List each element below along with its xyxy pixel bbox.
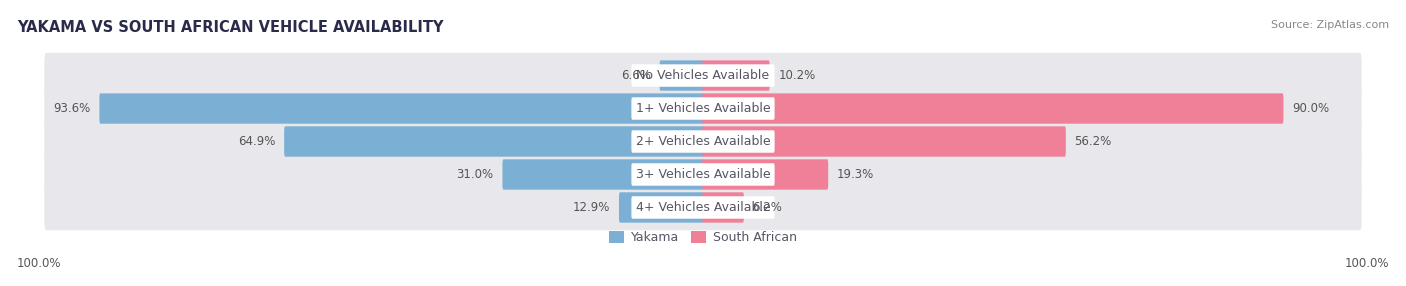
FancyBboxPatch shape xyxy=(284,126,704,157)
Text: 19.3%: 19.3% xyxy=(837,168,875,181)
Legend: Yakama, South African: Yakama, South African xyxy=(609,231,797,244)
FancyBboxPatch shape xyxy=(702,126,1066,157)
Text: No Vehicles Available: No Vehicles Available xyxy=(637,69,769,82)
Text: 56.2%: 56.2% xyxy=(1074,135,1112,148)
FancyBboxPatch shape xyxy=(45,86,1361,131)
Text: 6.6%: 6.6% xyxy=(621,69,651,82)
FancyBboxPatch shape xyxy=(631,163,775,186)
FancyBboxPatch shape xyxy=(45,152,1361,197)
Text: 12.9%: 12.9% xyxy=(572,201,610,214)
FancyBboxPatch shape xyxy=(631,130,775,153)
FancyBboxPatch shape xyxy=(702,159,828,190)
FancyBboxPatch shape xyxy=(702,93,1284,124)
Text: 6.2%: 6.2% xyxy=(752,201,783,214)
FancyBboxPatch shape xyxy=(702,60,769,91)
Text: 4+ Vehicles Available: 4+ Vehicles Available xyxy=(636,201,770,214)
Text: 1+ Vehicles Available: 1+ Vehicles Available xyxy=(636,102,770,115)
Text: 10.2%: 10.2% xyxy=(779,69,815,82)
FancyBboxPatch shape xyxy=(45,53,1361,98)
FancyBboxPatch shape xyxy=(502,159,704,190)
Text: 2+ Vehicles Available: 2+ Vehicles Available xyxy=(636,135,770,148)
Text: 93.6%: 93.6% xyxy=(53,102,90,115)
FancyBboxPatch shape xyxy=(631,64,775,87)
FancyBboxPatch shape xyxy=(631,97,775,120)
FancyBboxPatch shape xyxy=(45,185,1361,230)
FancyBboxPatch shape xyxy=(45,119,1361,164)
Text: 3+ Vehicles Available: 3+ Vehicles Available xyxy=(636,168,770,181)
Text: Source: ZipAtlas.com: Source: ZipAtlas.com xyxy=(1271,20,1389,30)
FancyBboxPatch shape xyxy=(100,93,704,124)
FancyBboxPatch shape xyxy=(631,196,775,219)
Text: 64.9%: 64.9% xyxy=(238,135,276,148)
FancyBboxPatch shape xyxy=(659,60,704,91)
Text: YAKAMA VS SOUTH AFRICAN VEHICLE AVAILABILITY: YAKAMA VS SOUTH AFRICAN VEHICLE AVAILABI… xyxy=(17,20,443,35)
Text: 90.0%: 90.0% xyxy=(1292,102,1329,115)
FancyBboxPatch shape xyxy=(619,192,704,223)
FancyBboxPatch shape xyxy=(702,192,744,223)
Text: 100.0%: 100.0% xyxy=(17,257,62,270)
Text: 31.0%: 31.0% xyxy=(457,168,494,181)
Text: 100.0%: 100.0% xyxy=(1344,257,1389,270)
